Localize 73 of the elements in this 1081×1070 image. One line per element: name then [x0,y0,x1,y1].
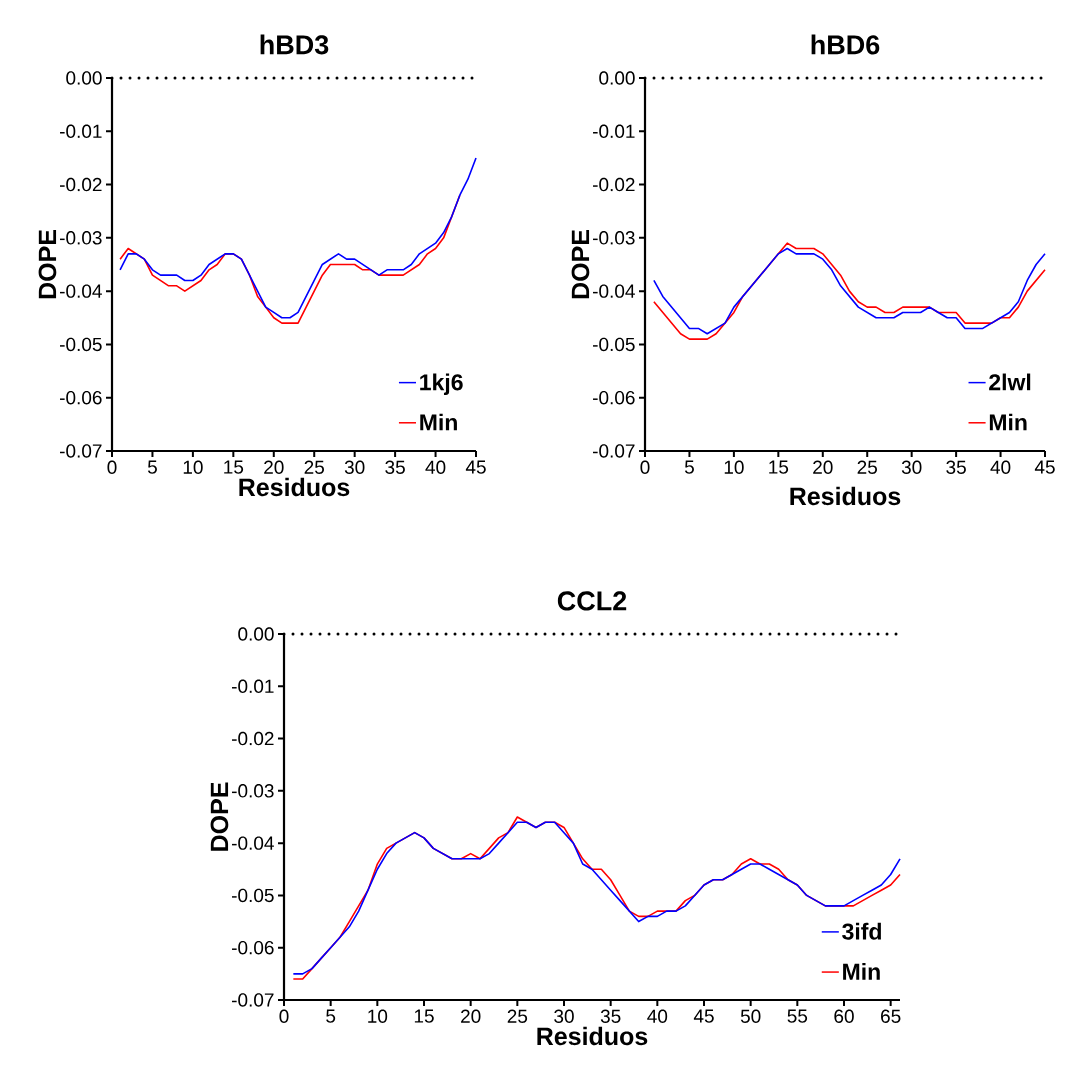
legend-label: 1kj6 [420,373,463,395]
x-tick-label: 65 [881,1009,901,1023]
y-tick-label: -0.01 [232,679,274,694]
x-tick-label: 40 [647,1009,668,1023]
x-tick-label: 20 [264,460,284,474]
x-axis-title: Residuos [239,477,350,497]
x-tick-label: 5 [684,460,694,474]
legend-label: Min [843,962,880,980]
x-tick-label: 5 [326,1009,336,1023]
x-tick-label: 60 [834,1009,854,1023]
y-tick-label: -0.05 [60,337,102,352]
x-tick-label: 0 [107,460,117,474]
x-tick-label: 25 [857,460,877,474]
y-tick-label: -0.02 [60,177,102,192]
y-axis-title: DOPE [210,782,229,851]
y-tick-label: -0.04 [593,284,635,298]
x-tick-label: 0 [640,460,650,474]
x-tick-label: 25 [304,460,324,474]
x-tick-label: 10 [368,1009,388,1023]
y-axis-title: DOPE [38,230,57,299]
x-tick-label: 10 [724,460,744,474]
x-tick-label: 35 [385,460,405,474]
x-axis-title: Residuos [790,486,901,506]
x-tick-label: 30 [344,460,365,474]
y-tick-label: 0.00 [66,71,102,85]
y-tick-label: -0.07 [593,444,635,458]
legend-label: 3ifd [842,922,881,940]
x-tick-label: 25 [507,1009,528,1023]
chart-title: hBD6 [811,34,880,55]
y-tick-label: -0.03 [60,231,102,245]
y-tick-label: -0.05 [593,337,635,352]
legend-label: Min [989,413,1027,431]
chart-title: hBD3 [260,34,329,55]
x-tick-label: 20 [461,1009,481,1023]
x-tick-label: 20 [813,460,833,474]
y-tick-label: -0.07 [232,993,274,1007]
x-tick-label: 35 [600,1009,621,1023]
y-tick-label: -0.02 [593,177,635,192]
x-tick-label: 35 [946,460,966,474]
x-axis-title: Residuos [537,1026,648,1046]
x-tick-label: 55 [787,1009,808,1023]
y-tick-label: -0.02 [232,731,274,746]
x-tick-label: 40 [425,460,446,474]
y-tick-label: -0.01 [593,124,635,138]
x-tick-label: 10 [183,460,203,474]
y-tick-label: -0.03 [232,784,274,798]
x-tick-label: 15 [414,1009,434,1023]
x-tick-label: 5 [147,460,157,474]
y-tick-label: -0.06 [593,390,635,405]
x-tick-label: 0 [279,1009,289,1023]
y-tick-label: -0.06 [232,940,274,955]
legend-label: Min [420,413,457,431]
y-tick-label: -0.05 [232,888,274,903]
x-tick-label: 15 [769,460,789,474]
x-tick-label: 30 [554,1009,574,1023]
y-tick-label: -0.07 [60,444,102,458]
x-tick-label: 45 [1034,460,1055,474]
x-tick-label: 45 [465,460,486,474]
y-tick-label: 0.00 [599,71,635,85]
x-tick-label: 30 [901,460,922,474]
y-axis-title: DOPE [571,230,590,299]
y-tick-label: -0.06 [60,390,102,405]
y-tick-label: 0.00 [238,627,274,641]
x-tick-label: 50 [740,1009,761,1023]
x-tick-label: 15 [224,460,244,474]
legend-label: 2lwl [989,373,1031,391]
y-tick-label: -0.01 [60,124,102,138]
x-tick-label: 40 [990,460,1011,474]
x-tick-label: 45 [693,1009,714,1023]
y-tick-label: -0.04 [60,284,102,298]
y-tick-label: -0.03 [593,231,635,245]
chart-title: CCL2 [557,591,627,611]
y-tick-label: -0.04 [232,836,274,850]
